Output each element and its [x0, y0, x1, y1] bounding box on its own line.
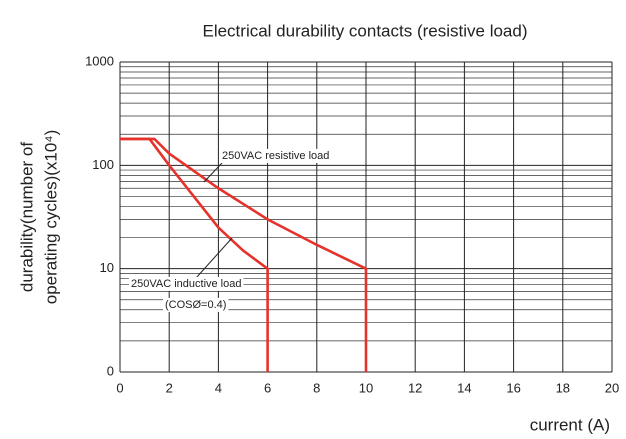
series-line: [120, 137, 269, 372]
x-axis-label: current (A): [530, 415, 610, 434]
label-background: [163, 297, 229, 312]
y-tick-label: 10: [100, 260, 114, 275]
y-axis-label: operating cycles)(x10⁴): [41, 130, 60, 305]
x-tick-label: 0: [116, 380, 123, 395]
leader-line: [203, 162, 223, 183]
annotation: (COSØ=0.4): [165, 299, 226, 311]
legend-label: 250VAC resistive load: [222, 150, 329, 162]
y-tick-label: 0: [107, 363, 114, 378]
x-tick-label: 20: [605, 380, 619, 395]
leader-line: [195, 237, 233, 279]
legend-label: 250VAC inductive load: [131, 278, 241, 290]
x-tick-label: 4: [215, 380, 222, 395]
label-background: [220, 148, 332, 163]
x-tick-label: 8: [313, 380, 320, 395]
chart-title: Electrical durability contacts (resistiv…: [202, 21, 527, 40]
y-tick-label: 100: [92, 157, 114, 172]
y-tick-label: 1000: [85, 53, 114, 68]
label-background: [129, 276, 244, 291]
x-tick-label: 2: [166, 380, 173, 395]
x-tick-label: 10: [359, 380, 373, 395]
x-tick-label: 16: [506, 380, 520, 395]
series-line: [120, 137, 368, 372]
y-axis-label: durability(number of: [17, 142, 36, 293]
x-tick-label: 14: [457, 380, 471, 395]
x-tick-label: 18: [556, 380, 570, 395]
x-tick-label: 12: [408, 380, 422, 395]
x-tick-label: 6: [264, 380, 271, 395]
